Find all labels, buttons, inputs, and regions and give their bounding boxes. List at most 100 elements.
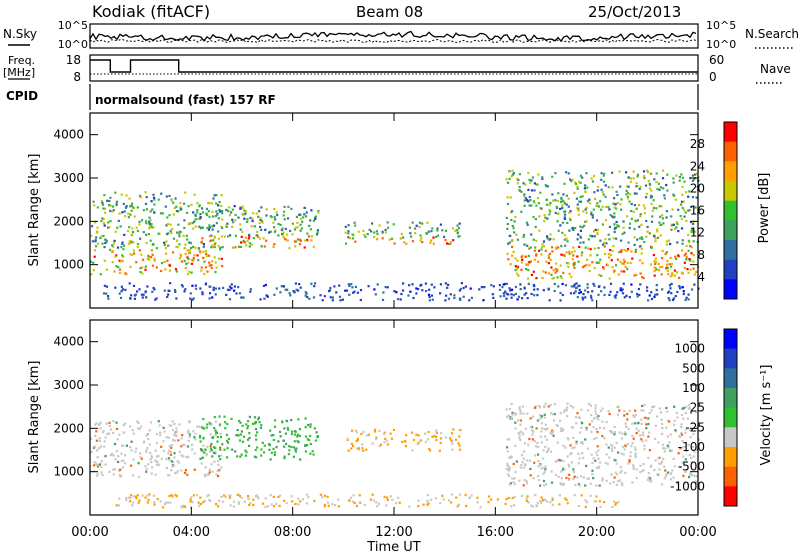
heatmap-cell: [347, 283, 350, 286]
heatmap-cell: [647, 456, 650, 459]
heatmap-cell: [603, 172, 606, 175]
heatmap-cell: [516, 259, 519, 262]
heatmap-cell: [205, 207, 209, 210]
heatmap-cell: [551, 503, 554, 506]
heatmap-cell: [557, 229, 560, 232]
heatmap-cell: [504, 502, 507, 506]
colorbar-segment: [724, 388, 737, 408]
heatmap-cell: [545, 438, 548, 441]
heatmap-cell: [522, 484, 525, 487]
heatmap-cell: [103, 259, 106, 262]
heatmap-cell: [570, 275, 573, 278]
heatmap-cell: [545, 260, 548, 263]
heatmap-cell: [427, 502, 430, 505]
heatmap-cell: [168, 445, 171, 448]
heatmap-cell: [585, 211, 588, 214]
heatmap-cell: [233, 205, 236, 208]
heatmap-cell: [663, 465, 666, 468]
heatmap-cell: [544, 402, 547, 405]
heatmap-cell: [275, 446, 278, 449]
heatmap-cell: [277, 495, 280, 498]
heatmap-cell: [595, 261, 598, 264]
heatmap-cell: [129, 253, 132, 256]
heatmap-cell: [308, 297, 311, 300]
heatmap-cell: [635, 427, 638, 430]
heatmap-cell: [171, 428, 175, 432]
heatmap-cell: [492, 296, 495, 299]
heatmap-cell: [576, 238, 579, 241]
heatmap-cell: [609, 253, 612, 257]
heatmap-cell: [685, 191, 688, 194]
velocity-ylabel: Slant Range [km]: [27, 361, 42, 474]
heatmap-cell: [529, 181, 532, 184]
heatmap-cell: [666, 173, 669, 176]
heatmap-cell: [455, 229, 459, 232]
heatmap-cell: [260, 424, 263, 427]
heatmap-cell: [533, 288, 536, 291]
heatmap-cell: [207, 254, 211, 257]
heatmap-cell: [118, 474, 121, 477]
heatmap-cell: [128, 226, 131, 229]
noise-tick-right-bottom: 10^0: [706, 38, 736, 51]
heatmap-cell: [628, 296, 631, 299]
heatmap-cell: [547, 447, 550, 450]
heatmap-cell: [273, 293, 276, 296]
heatmap-cell: [634, 248, 637, 251]
heatmap-cell: [156, 497, 159, 501]
heatmap-cell: [604, 238, 607, 241]
heatmap-cell: [537, 202, 540, 205]
heatmap-cell: [630, 445, 633, 448]
heatmap-cell: [102, 207, 105, 210]
heatmap-cell: [673, 423, 676, 426]
heatmap-cell: [540, 430, 543, 433]
heatmap-cell: [514, 427, 517, 430]
heatmap-cell: [652, 253, 655, 257]
heatmap-cell: [109, 196, 112, 199]
heatmap-cell: [550, 470, 553, 473]
heatmap-cell: [264, 497, 267, 500]
heatmap-cell: [546, 449, 549, 452]
heatmap-cell: [628, 200, 631, 203]
heatmap-cell: [281, 227, 284, 230]
heatmap-cell: [666, 444, 669, 447]
heatmap-cell: [673, 419, 676, 422]
heatmap-cell: [609, 282, 613, 285]
heatmap-cell: [266, 295, 269, 298]
heatmap-cell: [646, 478, 649, 481]
heatmap-cell: [690, 456, 693, 460]
heatmap-cell: [510, 296, 513, 299]
heatmap-cell: [248, 415, 251, 418]
heatmap-cell: [105, 285, 109, 288]
heatmap-cell: [274, 229, 277, 232]
heatmap-cell: [231, 246, 235, 249]
heatmap-cell: [608, 238, 611, 241]
heatmap-cell: [682, 292, 685, 296]
heatmap-cell: [216, 436, 219, 439]
heatmap-cell: [676, 222, 679, 225]
heatmap-cell: [631, 442, 634, 445]
heatmap-cell: [525, 482, 529, 485]
heatmap-cell: [178, 423, 181, 426]
heatmap-cell: [240, 496, 243, 499]
heatmap-cell: [644, 184, 648, 187]
heatmap-cell: [382, 291, 385, 294]
heatmap-cell: [150, 472, 153, 475]
heatmap-cell: [584, 296, 587, 299]
heatmap-cell: [458, 493, 461, 496]
heatmap-cell: [673, 269, 676, 272]
heatmap-cell: [317, 211, 320, 214]
heatmap-cell: [613, 476, 616, 479]
heatmap-cell: [161, 506, 165, 509]
heatmap-cell: [580, 254, 583, 257]
heatmap-cell: [284, 288, 287, 291]
heatmap-cell: [579, 225, 582, 228]
heatmap-cell: [192, 257, 195, 260]
heatmap-cell: [508, 287, 511, 290]
heatmap-cell: [650, 409, 653, 412]
heatmap-cell: [151, 290, 154, 293]
heatmap-cell: [597, 457, 600, 460]
heatmap-cell: [137, 501, 140, 504]
heatmap-cell: [581, 296, 584, 299]
heatmap-cell: [439, 437, 443, 440]
